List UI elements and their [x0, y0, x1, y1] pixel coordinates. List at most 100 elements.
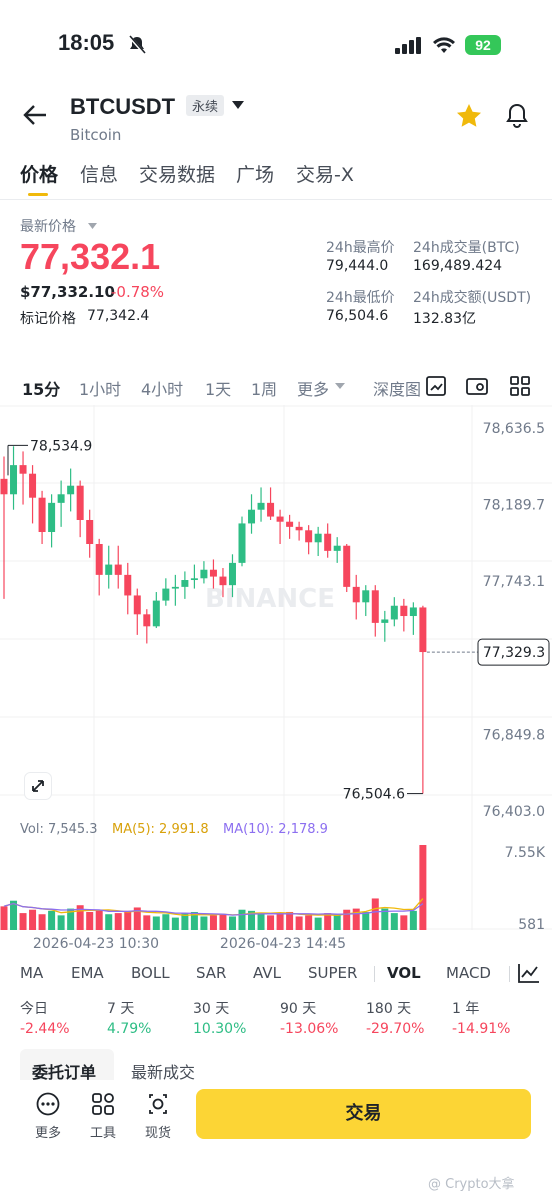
indicator-chart-icon[interactable] [518, 963, 540, 983]
indicator-sar[interactable]: SAR [196, 964, 227, 982]
candle-body [219, 576, 227, 586]
interval-15m[interactable]: 15分 [22, 380, 61, 399]
volume-bar [162, 914, 170, 930]
active-tab-indicator [28, 193, 48, 196]
divider [0, 199, 552, 200]
symbol-title[interactable]: BTCUSDT [70, 94, 176, 119]
candle-body [209, 569, 217, 577]
tools-label: 工具 [89, 1126, 116, 1141]
volume-usdt-label: 24h成交额(USDT) [413, 290, 532, 306]
candle-body [305, 530, 313, 543]
more-label: 更多 [34, 1126, 61, 1141]
bell-icon[interactable] [505, 102, 529, 130]
volume-bar [57, 915, 65, 930]
indicator-settings-icon[interactable] [466, 376, 488, 396]
candle-body [352, 586, 360, 603]
candle-body [267, 502, 275, 517]
indicator-boll[interactable]: BOLL [131, 964, 170, 982]
candle-body [371, 590, 379, 623]
tab-trade-x[interactable]: 交易-X [296, 164, 354, 186]
candle-body [228, 562, 236, 586]
signal-icon [395, 37, 421, 54]
indicator-avl[interactable]: AVL [253, 964, 281, 982]
volume-bar [390, 913, 398, 930]
volume-ma10-label: MA(10): 2,178.9 [223, 822, 328, 837]
indicator-vol[interactable]: VOL [387, 964, 421, 982]
caret-down-icon[interactable] [232, 101, 244, 109]
tools-button[interactable]: 工具 [83, 1092, 123, 1141]
candle-body [124, 574, 132, 596]
indicator-ema[interactable]: EMA [71, 964, 104, 982]
candle-body [248, 509, 256, 524]
x-tick-label: 2026-04-23 10:30 [33, 936, 159, 952]
volume-bar [333, 914, 341, 930]
trade-button[interactable]: 交易 [196, 1089, 531, 1139]
more-button[interactable]: 更多 [28, 1092, 68, 1141]
volume-bar [181, 913, 189, 930]
indicator-super[interactable]: SUPER [308, 964, 358, 982]
tab-square[interactable]: 广场 [236, 164, 275, 186]
candle-body [286, 521, 294, 527]
mute-bell-icon [128, 35, 146, 55]
candle-body [390, 605, 398, 620]
depth-chart-tab[interactable]: 深度图 [373, 380, 421, 399]
candle-body [10, 465, 18, 495]
volume-ma10-line [3, 902, 424, 916]
volume-bar [381, 908, 389, 930]
candle-body [133, 595, 141, 615]
interval-4h[interactable]: 4小时 [141, 380, 184, 399]
volume-bar [400, 915, 408, 930]
asset-name: Bitcoin [70, 126, 122, 144]
back-arrow-icon[interactable] [22, 104, 48, 126]
fullscreen-icon[interactable] [24, 772, 52, 800]
indicator-ma[interactable]: MA [20, 964, 44, 982]
performance-period-value: 4.79% [107, 1021, 152, 1037]
spot-button[interactable]: 现货 [138, 1092, 178, 1141]
volume-bar [343, 909, 351, 930]
volume-bar [48, 910, 56, 930]
candlestick-chart[interactable]: BINANCE 78,636.5 78,189.7 77,743.1 76,849.8 7… [0, 405, 552, 955]
last-price: 77,332.1 [20, 236, 161, 277]
max-price-label: 78,534.9 [30, 438, 92, 454]
volume-bar [219, 914, 227, 930]
tab-recent-trades[interactable]: 最新成交 [131, 1063, 196, 1082]
indicator-macd[interactable]: MACD [446, 964, 491, 982]
grid-layout-icon[interactable] [510, 376, 530, 396]
low-label: 24h最低价 [326, 290, 395, 306]
spot-label: 现货 [144, 1126, 171, 1141]
candle-body [57, 494, 65, 503]
volume-tick-label: 7.55K [505, 845, 546, 861]
min-price-label: 76,504.6 [343, 787, 405, 803]
volume-bar [86, 911, 94, 930]
volume-bar [0, 906, 8, 930]
interval-1w[interactable]: 1周 [251, 380, 278, 399]
star-icon[interactable] [456, 103, 482, 128]
interval-1d[interactable]: 1天 [205, 380, 232, 399]
latest-price-label[interactable]: 最新价格 [20, 219, 76, 235]
volume-bar [352, 908, 360, 930]
tab-info[interactable]: 信息 [80, 164, 119, 186]
chart-settings-icon[interactable] [426, 376, 446, 396]
price-change: -0.78% [111, 283, 165, 301]
volume-bar [324, 913, 332, 930]
volume-bar [124, 910, 132, 930]
tab-trading-data[interactable]: 交易数据 [139, 164, 216, 186]
volume-bar [314, 917, 322, 930]
candle-body [295, 526, 303, 531]
current-price-tag-box [477, 638, 550, 666]
candle-body [276, 516, 284, 522]
volume-bar [76, 905, 84, 930]
candle-body [67, 485, 75, 495]
tab-open-orders[interactable]: 委托订单 [32, 1063, 97, 1082]
candle-body [152, 600, 160, 627]
tab-price[interactable]: 价格 [20, 164, 59, 186]
candle-body [29, 473, 37, 498]
candle-body [162, 588, 170, 601]
performance-period-value: -14.91% [452, 1021, 511, 1037]
candle-body [257, 502, 265, 510]
interval-1h[interactable]: 1小时 [79, 380, 122, 399]
performance-period-value: -29.70% [366, 1021, 425, 1037]
caret-down-icon [88, 223, 97, 229]
interval-more[interactable]: 更多 [297, 380, 330, 399]
volume-btc-value: 169,489.424 [413, 258, 503, 274]
